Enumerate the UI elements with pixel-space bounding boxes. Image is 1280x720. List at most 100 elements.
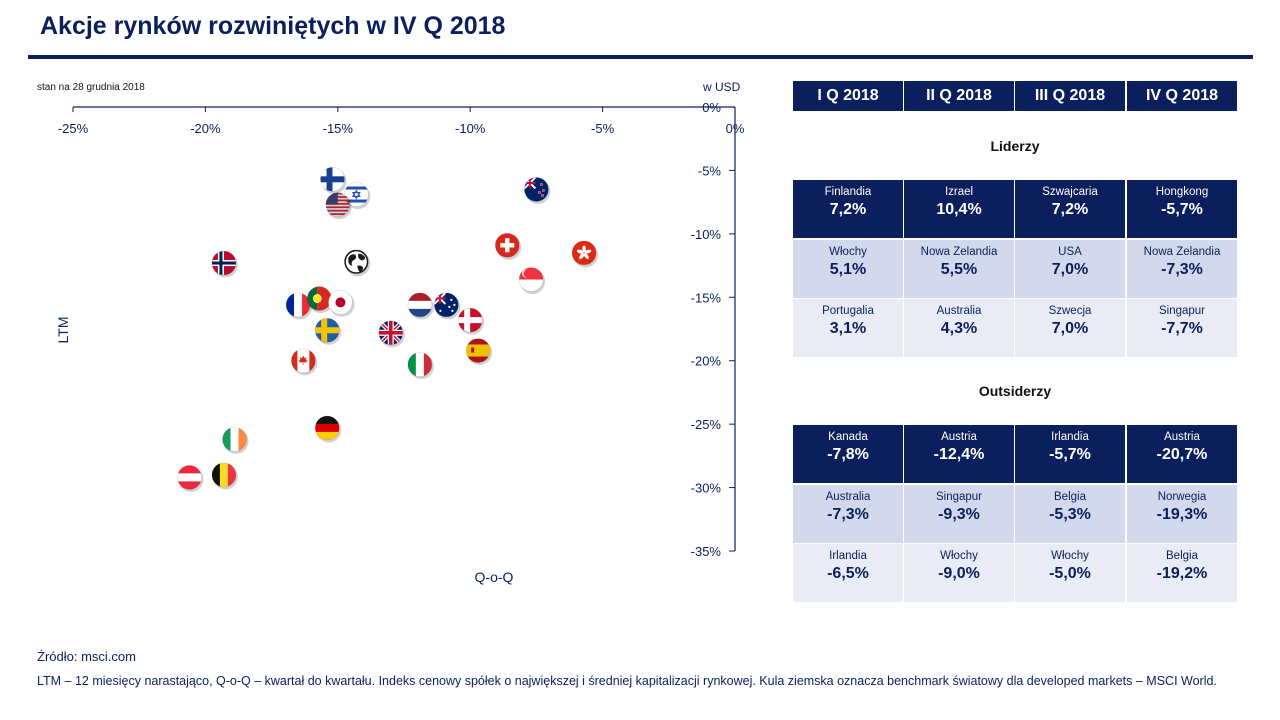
leaders-cell: Nowa Zelandia 5,5% — [904, 239, 1014, 298]
hong-kong-flag-point — [571, 240, 599, 268]
country-name: Szwecja — [1048, 305, 1092, 317]
country-name: Belgia — [1166, 550, 1198, 562]
new-zealand-flag-point — [524, 177, 551, 204]
return-value: -19,2% — [1156, 565, 1208, 582]
return-value: 3,1% — [829, 320, 867, 337]
return-value: 4,3% — [940, 320, 978, 337]
finland-flag-point — [320, 167, 347, 194]
outsiders-cell: Norwegia -19,3% — [1127, 484, 1237, 543]
return-value: 7,2% — [829, 201, 867, 218]
leaders-cell: Hongkong -5,7% — [1127, 180, 1237, 238]
y-tick-label: -25% — [691, 417, 722, 432]
x-tick-label: -25% — [58, 121, 89, 136]
leaders-cell: Nowa Zelandia -7,3% — [1127, 239, 1237, 298]
country-name: USA — [1058, 245, 1082, 258]
japan-flag-point — [328, 290, 355, 317]
country-name: Nowa Zelandia — [920, 245, 998, 258]
country-name: Kanada — [828, 431, 868, 443]
outsiders-title: Outsiderzy — [978, 383, 1052, 399]
return-value: 10,4% — [936, 201, 982, 218]
y-tick-label: -20% — [691, 354, 722, 369]
return-value: 7,0% — [1051, 260, 1089, 278]
world-flag-point — [344, 249, 371, 277]
x-tick-label: -15% — [323, 121, 354, 136]
x-tick-label: -5% — [591, 121, 615, 136]
as-of-date: stan na 28 grudnia 2018 — [37, 82, 145, 93]
y-tick-label: -30% — [691, 481, 722, 496]
return-value: -19,3% — [1156, 505, 1208, 523]
return-value: -5,3% — [1049, 505, 1091, 523]
outsiders-cell: Belgia -19,2% — [1127, 544, 1237, 602]
outsiders-cell: Australia -7,3% — [793, 484, 903, 543]
country-name: Szwajcaria — [1042, 186, 1098, 198]
outsiders-cell: Austria -12,4% — [904, 425, 1014, 483]
chart-axes: -25% -20% -15% -10% -5% 0% 0% -5% -10% -15% -20% -2… — [58, 100, 745, 559]
return-value: -9,0% — [938, 565, 980, 582]
country-name: Irlandia — [1051, 431, 1089, 443]
y-axis-title: LTM — [55, 317, 71, 344]
sweden-flag-point — [314, 317, 342, 345]
outsiders-cell: Kanada -7,8% — [793, 425, 903, 483]
y-tick-label: -10% — [691, 227, 722, 242]
return-value: -6,5% — [827, 565, 869, 582]
israel-flag-point — [344, 182, 371, 210]
y-tick-label: -35% — [691, 544, 722, 559]
country-name: Włochy — [829, 245, 867, 258]
return-value: -20,7% — [1156, 446, 1208, 463]
return-value: -7,7% — [1161, 320, 1203, 337]
leaders-cell: Szwajcaria 7,2% — [1015, 180, 1125, 238]
leaders-cell: Portugalia 3,1% — [793, 299, 903, 357]
leaders-cell: Szwecja 7,0% — [1015, 299, 1125, 357]
country-name: Finlandia — [824, 186, 872, 198]
return-value: -7,8% — [827, 446, 869, 463]
leaders-cell: Australia 4,3% — [904, 299, 1014, 357]
return-value: 7,2% — [1051, 201, 1089, 218]
x-tick-label: -20% — [190, 121, 221, 136]
quarter-header: IV Q 2018 — [1127, 81, 1237, 111]
outsiders-cell: Włochy -9,0% — [904, 544, 1014, 602]
return-value: -5,0% — [1049, 565, 1091, 582]
x-tick-label: -10% — [455, 121, 486, 136]
quarter-header: III Q 2018 — [1015, 81, 1125, 111]
source-note: Źródło: msci.com — [37, 649, 136, 664]
return-value: -5,7% — [1049, 446, 1091, 463]
x-axis-title: Q-o-Q — [475, 569, 514, 585]
country-name: Belgia — [1054, 490, 1086, 503]
country-name: Irlandia — [829, 550, 867, 562]
country-name: Włochy — [1051, 550, 1089, 562]
return-value: 5,1% — [829, 260, 867, 278]
return-value: -9,3% — [938, 505, 980, 523]
ireland-flag-point — [222, 427, 249, 454]
denmark-flag-point — [457, 307, 485, 335]
footnote: LTM – 12 miesięcy narastająco, Q-o-Q – k… — [37, 674, 1217, 688]
leaders-cell: Włochy 5,1% — [793, 239, 903, 298]
country-name: Austria — [941, 431, 977, 443]
leaders-cell: USA 7,0% — [1015, 239, 1125, 298]
country-name: Włochy — [940, 550, 978, 562]
x-tick-label: 0% — [726, 121, 745, 136]
country-name: Izrael — [944, 186, 974, 198]
portugal-flag-point — [306, 286, 334, 314]
return-value: 5,5% — [940, 260, 978, 278]
return-value: -7,3% — [1161, 260, 1203, 278]
uk-flag-point — [378, 320, 405, 348]
norway-flag-point — [211, 250, 238, 278]
chart-points — [177, 167, 599, 492]
country-name: Hongkong — [1155, 186, 1209, 198]
scatter-chart: -25% -20% -15% -10% -5% 0% 0% -5% -10% -15% -20% -2… — [55, 100, 745, 585]
outsiders-cell: Irlandia -6,5% — [793, 544, 903, 602]
outsiders-cell: Włochy -5,0% — [1015, 544, 1125, 602]
netherlands-flag-point — [407, 292, 434, 320]
return-value: -12,4% — [933, 446, 985, 463]
country-name: Nowa Zelandia — [1143, 245, 1221, 258]
page-title: Akcje rynków rozwiniętych w IV Q 2018 — [40, 12, 506, 40]
switzerland-flag-point — [494, 232, 522, 260]
outsiders-cell: Singapur -9,3% — [904, 484, 1014, 543]
country-name: Singapur — [935, 490, 983, 503]
quarter-header: I Q 2018 — [793, 81, 903, 111]
belgium-flag-point — [211, 462, 238, 490]
leaders-cell: Izrael 10,4% — [904, 180, 1014, 238]
leaders-title: Liderzy — [990, 138, 1040, 154]
y-tick-label: -15% — [691, 290, 722, 305]
country-name: Australia — [936, 305, 982, 317]
